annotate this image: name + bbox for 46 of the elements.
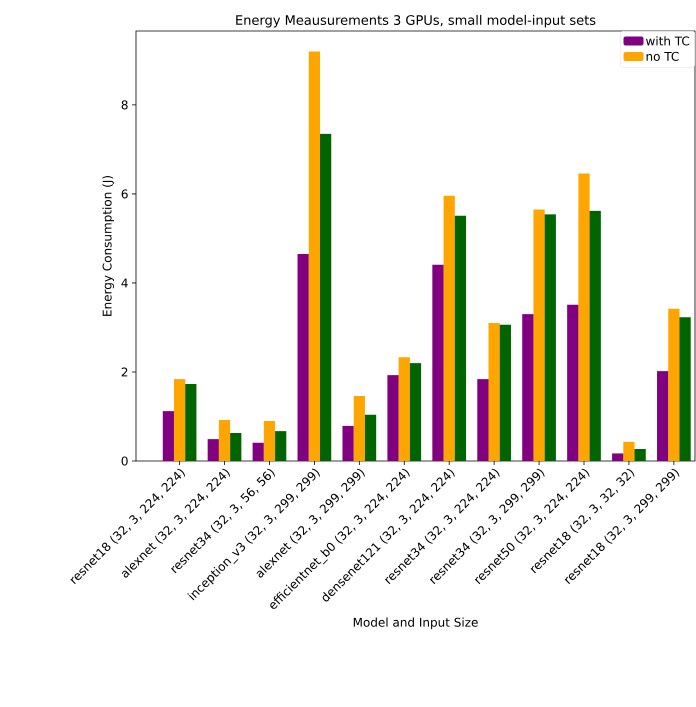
y-tick-label: 6 xyxy=(122,189,128,198)
legend-label: with TC xyxy=(646,36,690,46)
bar xyxy=(398,357,410,461)
bar xyxy=(342,426,354,461)
bar xyxy=(208,439,219,461)
bar xyxy=(275,431,286,461)
bar xyxy=(668,308,680,461)
bar xyxy=(533,210,545,461)
bar xyxy=(230,432,242,461)
y-tick-label: 0 xyxy=(122,456,128,466)
bar xyxy=(308,51,320,461)
bar xyxy=(354,396,365,461)
bar xyxy=(444,196,455,461)
chart-title: Energy Meausurements 3 GPUs, small model-input sets xyxy=(236,14,596,28)
bar xyxy=(500,324,511,461)
bar xyxy=(477,379,489,461)
bar xyxy=(174,379,186,461)
bar xyxy=(623,442,635,461)
bar xyxy=(544,214,556,461)
bar xyxy=(264,420,276,461)
bar xyxy=(162,411,174,461)
bar xyxy=(185,384,196,461)
bar xyxy=(612,453,624,461)
bar xyxy=(578,173,590,461)
bar xyxy=(387,375,399,461)
bar xyxy=(657,371,668,461)
x-axis-title: Model and Input Size xyxy=(354,618,478,630)
bar xyxy=(432,264,444,461)
bar xyxy=(298,254,309,461)
y-tick-label: 8 xyxy=(122,100,128,110)
bar xyxy=(320,134,332,461)
y-tick-label: 4 xyxy=(121,278,128,288)
bar xyxy=(454,216,466,461)
bar xyxy=(364,414,376,461)
bar xyxy=(218,420,230,461)
bar xyxy=(488,323,500,461)
bar xyxy=(634,448,646,461)
bar xyxy=(567,304,578,461)
bar xyxy=(410,363,422,461)
y-axis-title: Energy Consumption (J) xyxy=(102,176,114,316)
bar xyxy=(522,314,534,461)
bar xyxy=(252,442,264,461)
bar xyxy=(590,210,601,461)
y-tick-label: 2 xyxy=(122,368,128,376)
legend-label: no TC xyxy=(646,52,679,61)
bar xyxy=(679,317,691,461)
